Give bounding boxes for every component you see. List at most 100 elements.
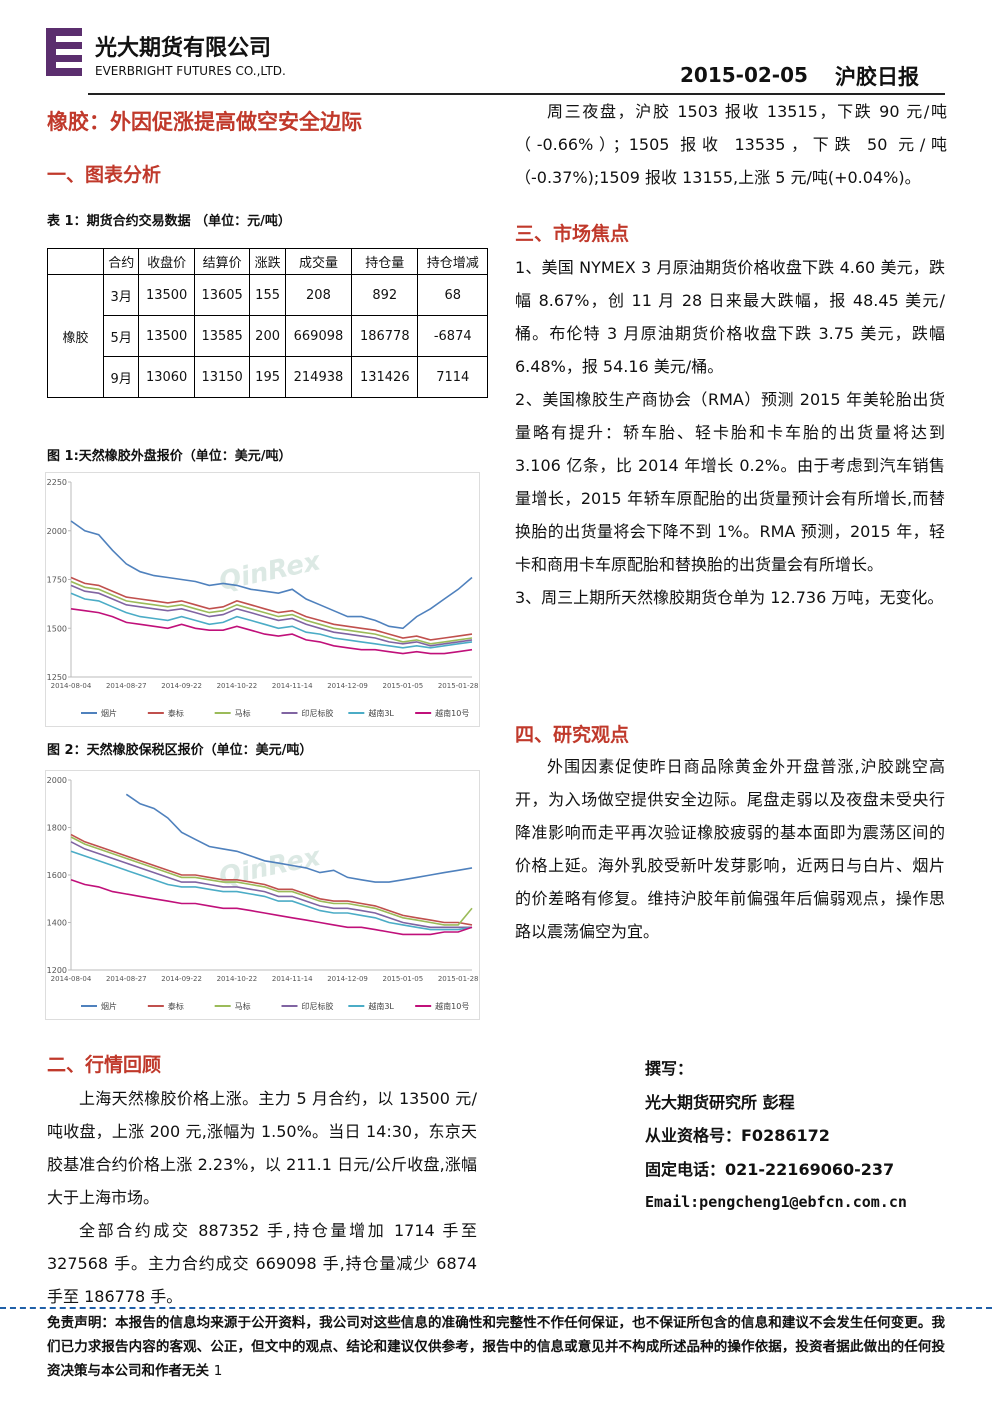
series-line (125, 793, 473, 883)
heading: 二、行情回顾 (47, 1054, 162, 1076)
legend-label: 烟片 (101, 1001, 117, 1011)
series-line (70, 576, 473, 641)
cell: 持仓量 (351, 248, 419, 275)
table: 合约 收盘价 结算价 涨跌 成交量 持仓量 持仓增减 橡胶 3月 13500 13605 155 20… (47, 248, 488, 398)
disclaimer: 免责声明：本报告的信息均来源于公开资料，我公司对这些信息的准确性和完整性不作任何… (47, 1311, 945, 1383)
legend-label: 泰标 (168, 1001, 184, 1011)
series-line (70, 592, 473, 649)
series-line (70, 836, 473, 926)
cell: 13500 (138, 315, 195, 357)
paragraph: 3、周三上期所天然橡胶期货仓单为 12.736 万吨，无变化。 (515, 588, 944, 607)
text-block: 周三夜盘，沪胶 1503 报收 13515，下跌 90 元/吨（-0.66%）；… (515, 95, 947, 194)
date: 2015-02-05 (680, 63, 808, 87)
cell: 9月 (102, 356, 140, 398)
disclaimer-text: 免责声明：本报告的信息均来源于公开资料，我公司对这些信息的准确性和完整性不作任何… (47, 1315, 945, 1379)
legend-label: 印尼标胶 (302, 1001, 334, 1011)
y-tick-label: 1500 (47, 624, 67, 633)
cell: 669098 (284, 315, 353, 357)
y-tick-label: 2000 (47, 776, 67, 785)
x-tick-label: 2015-01-05 (383, 682, 424, 690)
cell: 3月 (102, 274, 140, 316)
chart-title: 图 2：天然橡胶保税区报价（单位：美元/吨） (47, 743, 313, 758)
cell: 13605 (193, 274, 251, 316)
page-number: 1 (213, 1363, 223, 1379)
company: 光大期货有限公司 (95, 35, 272, 61)
author-line: Email:pengcheng1@ebfcn.com.cn (645, 1193, 907, 1211)
header-rule (88, 93, 945, 95)
series-line (70, 608, 473, 655)
y-tick-label: 1400 (47, 919, 67, 928)
report-name: 沪胶日报 (835, 65, 919, 89)
cell: 结算价 (193, 248, 251, 275)
chart-frame (45, 770, 480, 1020)
y-tick-label: 2000 (47, 527, 67, 536)
cell: 208 (284, 274, 353, 316)
logo (46, 28, 82, 76)
cell: 13060 (138, 356, 195, 398)
x-tick-label: 2014-08-27 (106, 975, 147, 983)
paragraph: 上海天然橡胶价格上涨。主力 5 月合约，以 13500 元/吨收盘，上涨 200… (47, 1089, 477, 1207)
heading: 三、市场焦点 (515, 223, 630, 245)
footer-rule (0, 1307, 992, 1309)
heading: 四、研究观点 (515, 724, 630, 746)
y-tick-label: 1250 (47, 673, 67, 682)
cell: 892 (351, 274, 419, 316)
table-caption: 表 1：期货合约交易数据 （单位：元/吨） (47, 214, 291, 229)
cell (47, 248, 104, 275)
cell: 131426 (351, 356, 419, 398)
x-tick-label: 2014-10-22 (217, 682, 258, 690)
legend-label: 越南10号 (435, 708, 469, 718)
x-tick-label: 2014-12-09 (327, 975, 368, 983)
x-tick-label: 2014-09-22 (161, 975, 202, 983)
cell: 收盘价 (138, 248, 195, 275)
cell: 橡胶 (47, 274, 104, 398)
cell: 13500 (138, 274, 195, 316)
series-line (70, 584, 473, 647)
text-block: 上海天然橡胶价格上涨。主力 5 月合约，以 13500 元/吨收盘，上涨 200… (47, 1082, 477, 1313)
cell: 13150 (193, 356, 251, 398)
series-line (70, 841, 472, 929)
y-tick-label: 1750 (47, 576, 67, 585)
author-line: 固定电话：021-22169060-237 (645, 1159, 895, 1179)
cell: 5月 (102, 315, 140, 357)
legend-label: 马标 (235, 1001, 251, 1011)
watermark: QinRex (217, 842, 325, 893)
x-tick-label: 2014-11-14 (272, 975, 313, 983)
x-tick-label: 2015-01-28 (438, 975, 479, 983)
chart-title: 图 1:天然橡胶外盘报价（单位：美元/吨） (47, 449, 292, 464)
series-line (70, 580, 473, 645)
text-block: 1、美国 NYMEX 3 月原油期货价格收盘下跌 4.60 美元，跌幅 8.67… (515, 251, 945, 614)
series-line (70, 833, 473, 926)
cell: 195 (249, 356, 286, 398)
author-line: 从业资格号：F0286172 (645, 1126, 830, 1145)
legend-label: 越南10号 (435, 1001, 469, 1011)
company-en: EVERBRIGHT FUTURES CO.,LTD. (95, 64, 286, 78)
x-tick-label: 2015-01-05 (383, 975, 424, 983)
paragraph: 2、美国橡胶生产商协会（RMA）预测 2015 年美轮胎出货量略有提升：轿车胎、… (515, 390, 945, 574)
text-block: 外围因素促使昨日商品除黄金外开盘普涨,沪胶跳空高开，为入场做空提供安全边际。尾盘… (515, 750, 945, 948)
cell: 成交量 (284, 248, 353, 275)
cell: 200 (249, 315, 286, 357)
cell: 13585 (193, 315, 251, 357)
heading: 一、图表分析 (47, 164, 162, 186)
x-tick-label: 2014-08-04 (51, 975, 92, 983)
legend-label: 印尼标胶 (302, 708, 334, 718)
paragraph: 1、美国 NYMEX 3 月原油期货价格收盘下跌 4.60 美元，跌幅 8.67… (515, 258, 945, 376)
cell: 7114 (417, 356, 488, 398)
x-tick-label: 2014-10-22 (217, 975, 258, 983)
y-tick-label: 1200 (47, 966, 67, 975)
legend-label: 越南3L (368, 708, 394, 718)
legend-label: 越南3L (368, 1001, 394, 1011)
cell: 68 (417, 274, 488, 316)
legend-label: 马标 (235, 708, 251, 718)
cell: -6874 (417, 315, 488, 357)
legend-label: 烟片 (101, 708, 117, 718)
doc-title: 橡胶：外因促涨提高做空安全边际 (47, 109, 362, 134)
paragraph: 全部合约成交 887352 手,持仓量增加 1714 手至 327568 手。主… (47, 1221, 477, 1306)
x-tick-label: 2014-11-14 (272, 682, 313, 690)
cell: 186778 (351, 315, 419, 357)
author-line: 光大期货研究所 彭程 (645, 1092, 795, 1112)
x-tick-label: 2015-01-28 (438, 682, 479, 690)
y-tick-label: 1600 (47, 871, 67, 880)
